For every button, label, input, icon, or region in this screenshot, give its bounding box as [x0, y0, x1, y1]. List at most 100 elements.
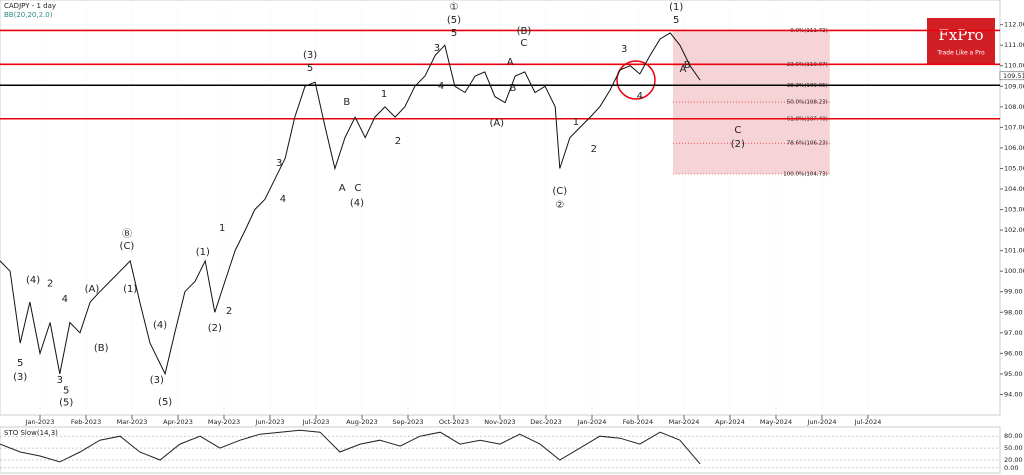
fib-label: 50.0%(108.23) — [787, 100, 828, 106]
fib-label: 61.8%(107.40) — [787, 117, 828, 123]
wave-label: (3) — [13, 372, 27, 383]
x-tick-label: Oct-2023 — [439, 418, 469, 426]
y-tick-label: 80.00 — [1004, 432, 1023, 440]
last-price-box — [999, 71, 1024, 81]
wave-label: Ⓑ — [122, 228, 132, 240]
sto-frame — [0, 426, 1001, 474]
wave-label: 5 — [63, 385, 69, 396]
wave-label: (B) — [517, 26, 532, 37]
wave-label: 1 — [219, 223, 225, 234]
y-tick-label: 96.00 — [1004, 349, 1023, 357]
logo-title: FxPro — [938, 26, 983, 44]
wave-label: 1 — [381, 89, 387, 100]
wave-label: 3 — [276, 158, 282, 169]
x-tick-label: Apr-2023 — [163, 418, 193, 426]
y-tick-label: 20.00 — [1004, 456, 1023, 464]
wave-label: C — [734, 125, 741, 136]
wave-label: (A) — [85, 284, 100, 295]
logo-box — [927, 18, 995, 65]
y-tick-label: 111.00 — [1004, 41, 1024, 49]
y-tick-label: 97.00 — [1004, 329, 1023, 337]
wave-label: B — [509, 83, 516, 94]
y-tick-label: 105.00 — [1004, 164, 1024, 172]
x-tick-label: Sep-2023 — [392, 418, 423, 426]
wave-label: A — [680, 64, 687, 75]
wave-label: B — [684, 60, 691, 71]
wave-label: (4) — [350, 198, 364, 209]
wave-label: 4 — [280, 194, 286, 205]
x-tick-label: Jan-2024 — [577, 418, 607, 426]
wave-label: (5) — [59, 398, 73, 409]
wave-label: 3 — [434, 43, 440, 54]
wave-label: (4) — [153, 320, 167, 331]
x-tick-label: May-2023 — [208, 418, 240, 426]
wave-label: C — [354, 183, 361, 194]
wave-label: (C) — [552, 186, 567, 197]
x-tick-label: Jan-2023 — [25, 418, 55, 426]
y-tick-label: 104.00 — [1004, 185, 1024, 193]
wave-label: 3 — [621, 44, 627, 55]
x-tick-label: Feb-2024 — [623, 418, 653, 426]
wave-label: A — [507, 57, 514, 68]
last-price-label: 109.51 — [1003, 72, 1024, 80]
y-tick-label: 99.00 — [1004, 288, 1023, 296]
price-line — [0, 32, 701, 376]
indicator-label: BB(20,20,2.0) — [4, 11, 53, 19]
wave-label: (3) — [150, 375, 164, 386]
wave-label: (1) — [196, 247, 210, 258]
y-tick-label: 109.00 — [1004, 82, 1024, 90]
y-tick-label: 107.00 — [1004, 123, 1024, 131]
wave-label: (C) — [120, 241, 135, 252]
y-tick-label: 94.00 — [1004, 390, 1023, 398]
x-tick-label: Feb-2023 — [71, 418, 101, 426]
logo: FxPro Trade Like a Pro — [927, 18, 995, 65]
x-tick-label: Mar-2024 — [669, 418, 700, 426]
y-tick-label: 95.00 — [1004, 370, 1023, 378]
y-tick-label: 100.00 — [1004, 267, 1024, 275]
x-tick-label: Jun-2024 — [806, 418, 836, 426]
x-tick-label: Mar-2023 — [117, 418, 148, 426]
y-tick-label: 0.00 — [1004, 464, 1018, 472]
wave-label: 2 — [395, 136, 401, 147]
wave-label: A — [339, 183, 346, 194]
wave-label: 2 — [226, 306, 232, 317]
x-tick-label: Jun-2023 — [254, 418, 284, 426]
y-tick-label: 50.00 — [1004, 444, 1023, 452]
x-tick-label: Jul-2024 — [854, 418, 882, 426]
wave-label: (1) — [123, 284, 137, 295]
wave-label: 5 — [673, 15, 679, 26]
wave-label: (A) — [489, 118, 504, 129]
wave-label: 5 — [307, 63, 313, 74]
wave-label: 3 — [57, 375, 63, 386]
wave-label: 2 — [591, 144, 597, 155]
wave-label: 4 — [62, 294, 68, 305]
wave-label: 2 — [47, 279, 53, 290]
wave-label: 4 — [637, 91, 643, 102]
wave-label: ② — [555, 200, 564, 211]
sto-title: STO Slow(14,3) — [4, 429, 58, 437]
y-tick-label: 112.00 — [1004, 21, 1024, 29]
x-tick-label: May-2024 — [760, 418, 792, 426]
fib-label: 100.0%(104.73) — [783, 172, 828, 178]
chart-title: CADJPY - 1 day — [4, 2, 56, 10]
y-tick-label: 98.00 — [1004, 308, 1023, 316]
wave-label: (4) — [26, 275, 40, 286]
highlight-circle — [616, 60, 656, 100]
wave-label: C — [520, 38, 527, 49]
y-tick-label: 101.00 — [1004, 247, 1024, 255]
wave-label: (5) — [158, 397, 172, 408]
x-tick-label: Nov-2023 — [484, 418, 515, 426]
fib-label: 78.6%(106.23) — [787, 141, 828, 147]
y-tick-label: 110.00 — [1004, 62, 1024, 70]
wave-label: B — [343, 97, 350, 108]
wave-label: (5) — [447, 15, 461, 26]
wave-label: ① — [450, 2, 459, 13]
y-tick-label: 108.00 — [1004, 103, 1024, 111]
wave-label: 5 — [451, 28, 457, 39]
y-tick-label: 106.00 — [1004, 144, 1024, 152]
wave-label: (2) — [208, 323, 222, 334]
wave-label: (1) — [669, 2, 683, 13]
x-tick-label: Jul-2023 — [302, 418, 330, 426]
wave-label: (B) — [94, 343, 109, 354]
